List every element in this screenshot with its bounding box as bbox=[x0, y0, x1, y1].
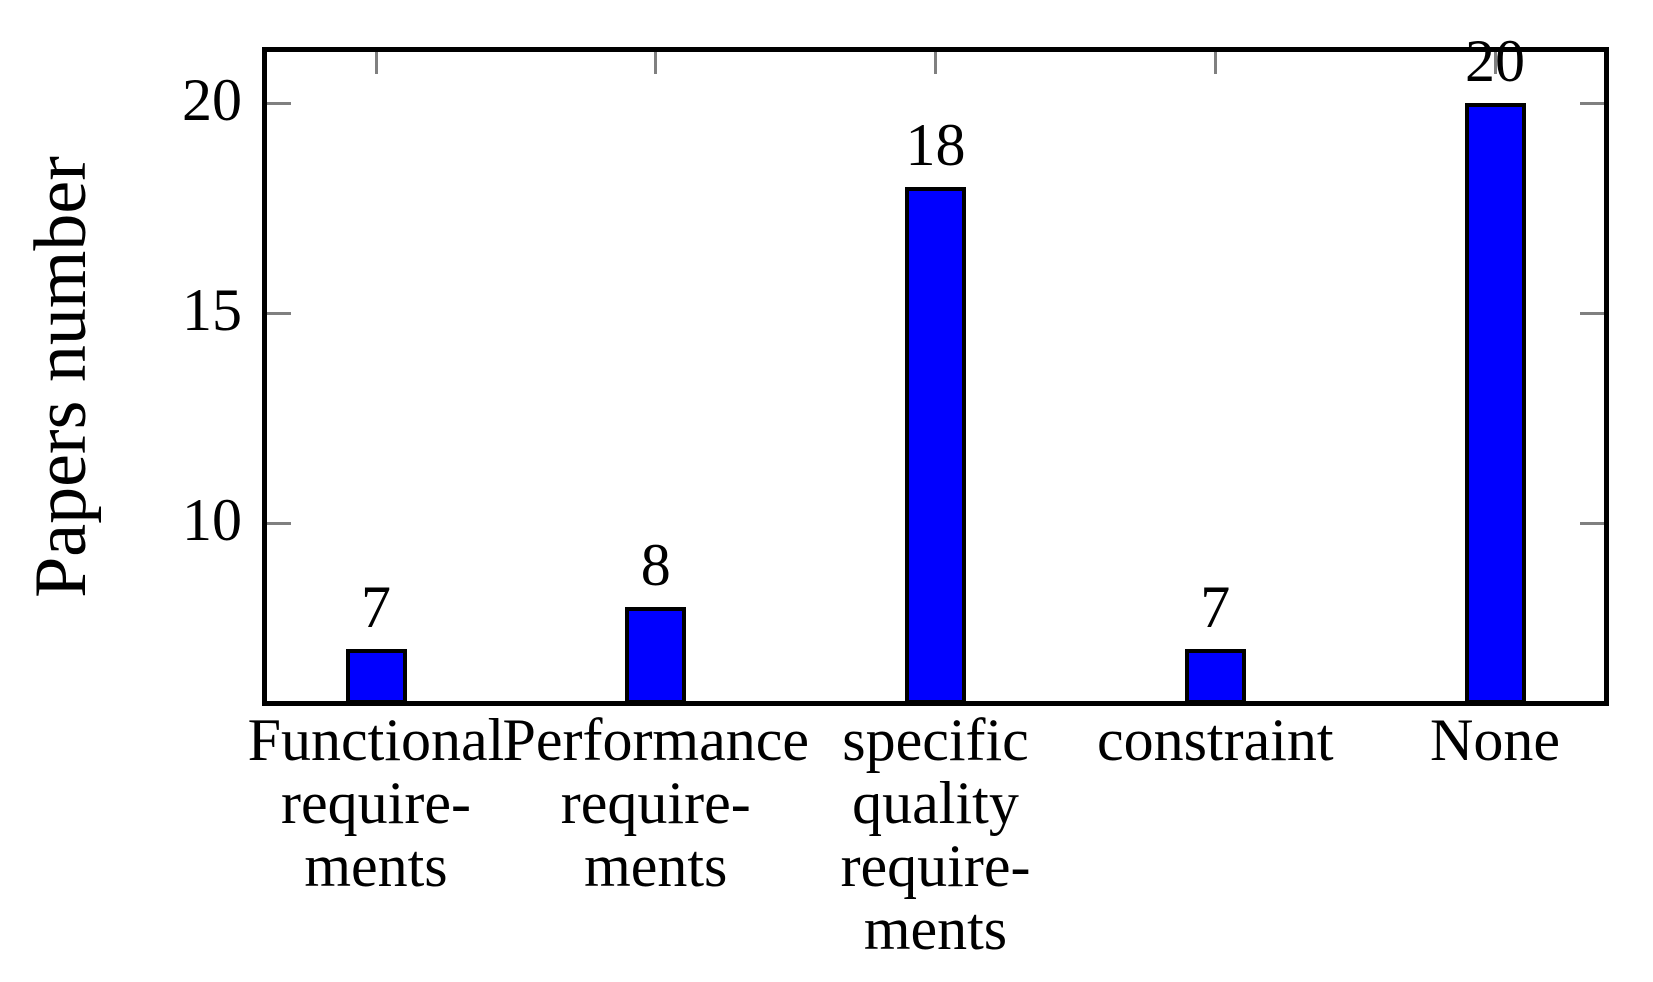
x-tick-label-line: ments bbox=[584, 833, 728, 899]
bar-performance-requirements bbox=[625, 607, 687, 704]
y-tick-mark bbox=[1580, 521, 1604, 525]
x-tick-mark bbox=[1213, 52, 1217, 74]
y-tick-mark bbox=[267, 101, 291, 105]
x-tick-label-line: require- bbox=[281, 770, 471, 836]
bar-functional-requirements bbox=[345, 649, 407, 704]
bar-constraint bbox=[1184, 649, 1246, 704]
x-tick-label-none: None bbox=[1430, 709, 1560, 772]
x-tick-label-line: require- bbox=[840, 833, 1031, 899]
bar-value-label: 7 bbox=[361, 573, 391, 640]
x-tick-label-line: constraint bbox=[1096, 707, 1334, 773]
x-tick-label-specific-quality-requirements: specific quality require-ments bbox=[841, 709, 1031, 961]
bar-value-label: 18 bbox=[905, 111, 966, 178]
x-tick-label-performance-requirements: Performance require-ments bbox=[502, 709, 809, 898]
y-tick-label: 15 bbox=[182, 276, 242, 343]
x-tick-label-line: specific bbox=[842, 707, 1029, 773]
y-tick-mark bbox=[267, 521, 291, 525]
y-tick-mark bbox=[1580, 101, 1604, 105]
x-tick-label-line: ments bbox=[304, 833, 448, 899]
y-tick-mark bbox=[1580, 311, 1604, 315]
x-tick-mark bbox=[1493, 52, 1497, 74]
x-tick-label-line: None bbox=[1430, 707, 1560, 773]
x-tick-label-line: quality bbox=[852, 770, 1019, 836]
y-axis-title: Papers number bbox=[20, 156, 102, 598]
x-tick-mark bbox=[374, 52, 378, 74]
x-tick-label-line: Performance bbox=[502, 707, 810, 773]
y-tick-label: 20 bbox=[182, 66, 242, 133]
x-tick-label-functional-requirements: Functional require-ments bbox=[248, 709, 505, 898]
bar-value-label: 20 bbox=[1465, 27, 1525, 94]
x-tick-label-line: Functional bbox=[247, 707, 505, 773]
x-tick-label-line: require- bbox=[560, 770, 751, 836]
x-tick-label-line: ments bbox=[863, 896, 1008, 962]
y-tick-label: 10 bbox=[182, 486, 242, 553]
x-tick-mark bbox=[934, 52, 937, 74]
bar-value-label: 7 bbox=[1200, 573, 1231, 640]
y-tick-mark bbox=[267, 311, 291, 315]
bar-value-label: 8 bbox=[640, 531, 671, 598]
x-tick-mark bbox=[654, 52, 658, 74]
bar-specific-quality-requirements bbox=[905, 187, 966, 704]
bar-none bbox=[1464, 103, 1526, 704]
x-tick-label-constraint: constraint bbox=[1097, 709, 1334, 772]
